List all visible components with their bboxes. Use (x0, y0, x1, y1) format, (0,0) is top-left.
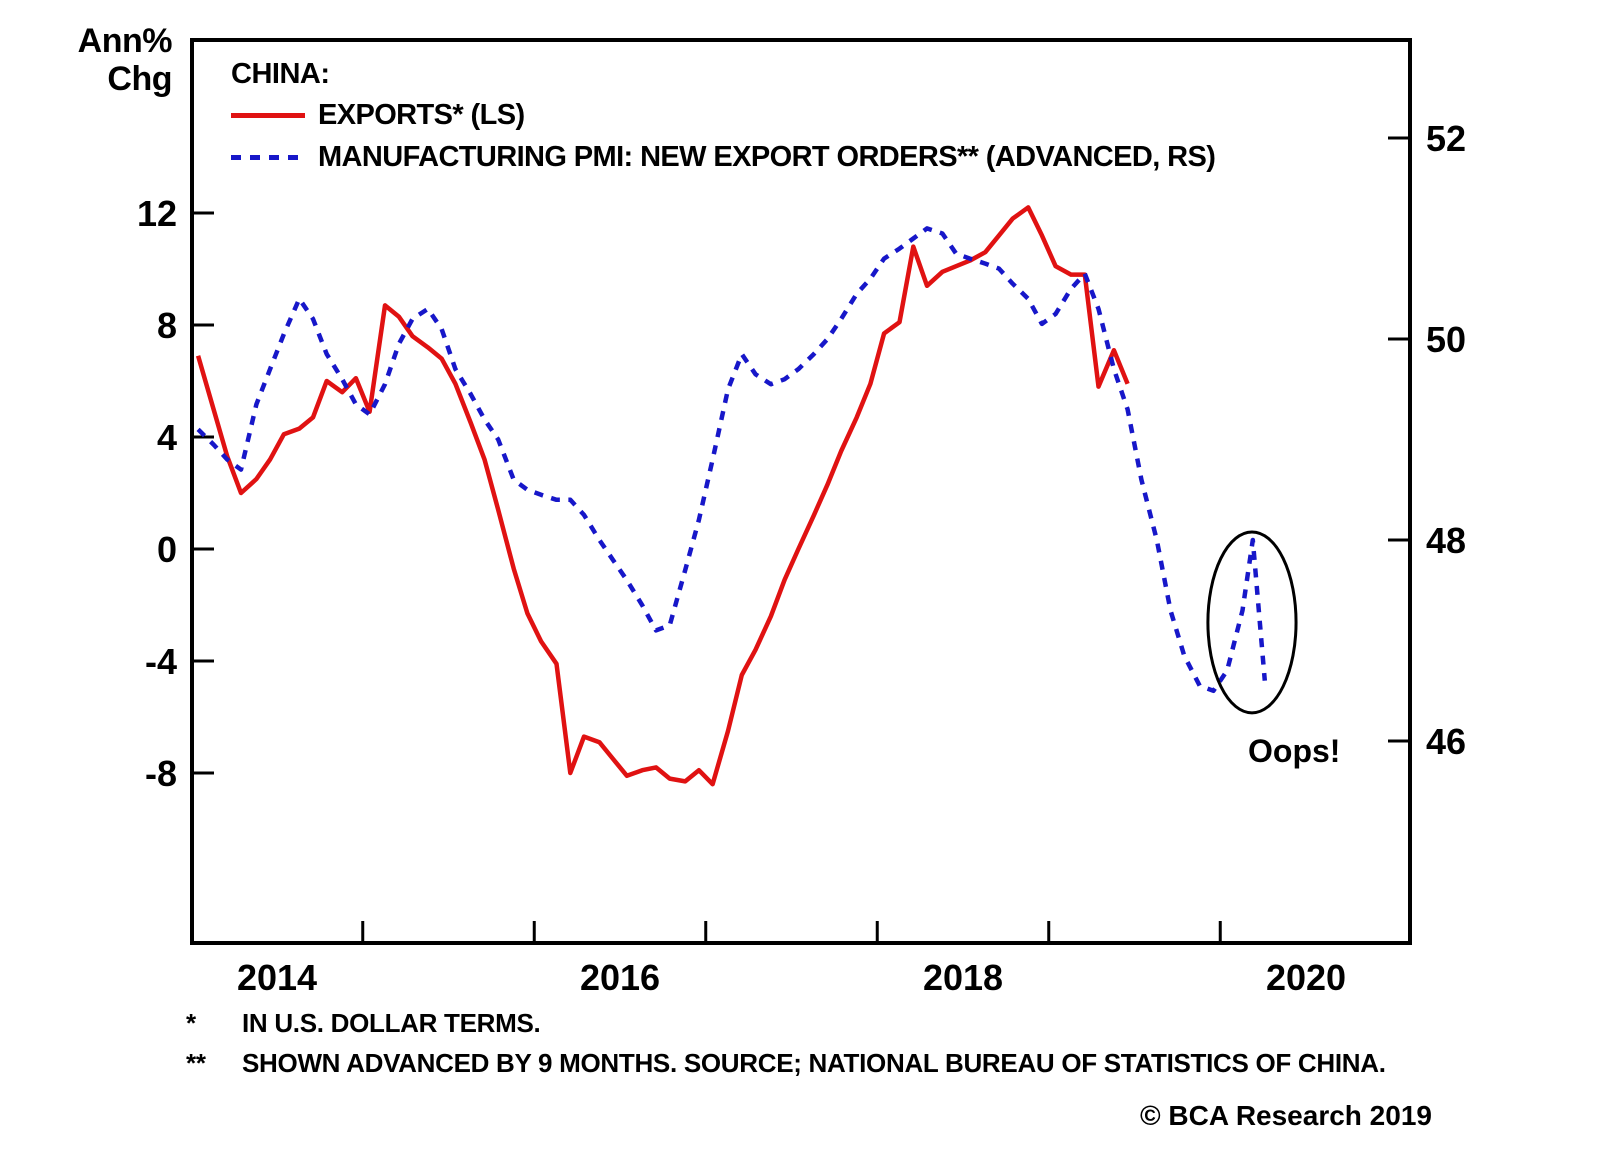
left-axis-tick-label: -4 (145, 641, 177, 682)
series-pmi-line (196, 226, 1268, 694)
exports-line-sample (231, 112, 305, 118)
legend-title: CHINA: (231, 58, 330, 90)
right-axis-tick-label: 46 (1426, 721, 1466, 762)
footnote-marker-2: ** (186, 1048, 206, 1078)
footnotes: * IN U.S. DOLLAR TERMS. ** SHOWN ADVANCE… (186, 1008, 1386, 1088)
legend: CHINA: EXPORTS* (LS) MANUFACTURING PMI: … (231, 58, 1216, 178)
left-axis-tick-label: 12 (137, 193, 177, 234)
left-axis-unit-label: Ann% Chg (40, 22, 173, 98)
oops-annotation: Oops! (1248, 733, 1341, 769)
oops-ellipse (1206, 530, 1298, 715)
footnote-marker-1: * (186, 1008, 196, 1038)
pmi-line-sample (231, 154, 305, 160)
left-axis-tick-label: 0 (157, 529, 177, 570)
footnote-source: ** SHOWN ADVANCED BY 9 MONTHS. SOURCE; N… (186, 1048, 1386, 1079)
x-axis-year-label: 2014 (237, 957, 317, 998)
footnote-dollar-terms: * IN U.S. DOLLAR TERMS. (186, 1008, 1386, 1039)
footnote-text-1: IN U.S. DOLLAR TERMS. (242, 1008, 541, 1038)
series-exports-line (195, 205, 1130, 787)
left-axis-tick-label: 4 (157, 417, 177, 458)
right-axis-tick-label: 50 (1426, 319, 1466, 360)
footnote-text-2: SHOWN ADVANCED BY 9 MONTHS. SOURCE; NATI… (242, 1048, 1386, 1078)
left-axis-tick-label: -8 (145, 753, 177, 794)
right-axis-tick-label: 52 (1426, 118, 1466, 159)
left-axis-tick-label: 8 (157, 305, 177, 346)
left-axis-unit-line2: Chg (107, 60, 172, 98)
legend-item-exports: EXPORTS* (LS) (231, 94, 1215, 136)
left-axis-unit-line1: Ann% (77, 22, 173, 60)
x-axis-year-label: 2020 (1266, 957, 1346, 998)
plot-border (190, 38, 1412, 945)
legend-item-pmi-label: MANUFACTURING PMI: NEW EXPORT ORDERS** (… (318, 140, 1216, 173)
x-axis-year-label: 2016 (580, 957, 660, 998)
legend-item-pmi: MANUFACTURING PMI: NEW EXPORT ORDERS** (… (231, 136, 1216, 178)
copyright: © BCA Research 2019 (1140, 1100, 1432, 1131)
x-axis-year-label: 2018 (923, 957, 1003, 998)
right-axis-tick-label: 48 (1426, 520, 1466, 561)
legend-item-exports-label: EXPORTS* (LS) (318, 98, 525, 131)
